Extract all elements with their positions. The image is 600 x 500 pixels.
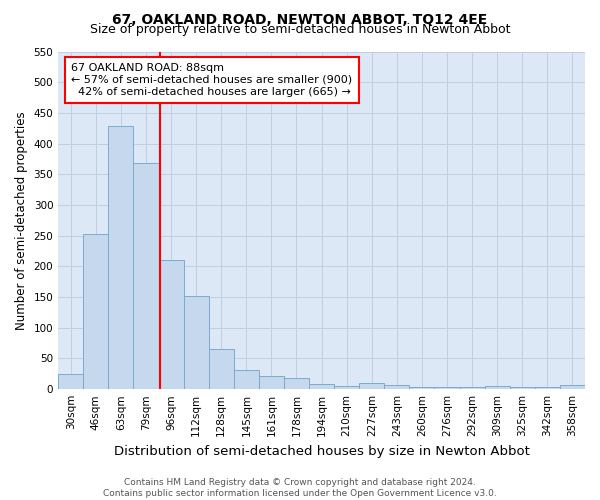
Bar [434,388,460,389]
Bar [109,126,133,389]
Bar [510,388,535,389]
Bar [460,386,485,389]
Bar [560,386,585,389]
X-axis label: Distribution of semi-detached houses by size in Newton Abbot: Distribution of semi-detached houses by … [113,444,530,458]
Bar [409,386,434,389]
Bar [158,260,184,389]
Bar [359,383,385,389]
Bar [385,385,409,389]
Text: 67, OAKLAND ROAD, NEWTON ABBOT, TQ12 4EE: 67, OAKLAND ROAD, NEWTON ABBOT, TQ12 4EE [112,12,488,26]
Y-axis label: Number of semi-detached properties: Number of semi-detached properties [15,111,28,330]
Bar [485,386,510,389]
Text: Contains HM Land Registry data © Crown copyright and database right 2024.
Contai: Contains HM Land Registry data © Crown c… [103,478,497,498]
Text: Size of property relative to semi-detached houses in Newton Abbot: Size of property relative to semi-detach… [90,22,510,36]
Bar [133,163,158,389]
Bar [309,384,334,389]
Bar [184,296,209,389]
Bar [284,378,309,389]
Text: 67 OAKLAND ROAD: 88sqm
← 57% of semi-detached houses are smaller (900)
  42% of : 67 OAKLAND ROAD: 88sqm ← 57% of semi-det… [71,64,352,96]
Bar [83,234,109,389]
Bar [535,388,560,389]
Bar [259,376,284,389]
Bar [58,374,83,389]
Bar [209,350,234,389]
Bar [234,370,259,389]
Bar [334,386,359,389]
